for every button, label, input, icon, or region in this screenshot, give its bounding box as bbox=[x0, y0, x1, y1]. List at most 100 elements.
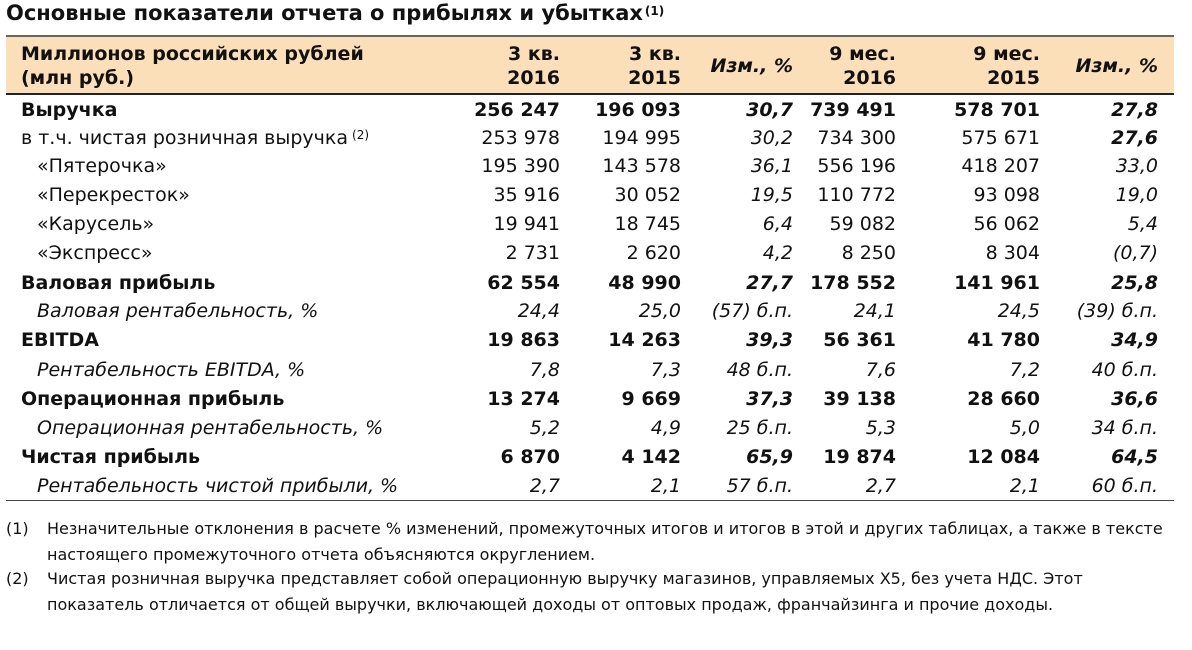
table-row-operating-profit: Операционная прибыль 13 274 9 669 37,3 3… bbox=[0, 385, 1192, 414]
header-divider bbox=[6, 93, 1174, 95]
cell-9m-2016: 19 874 bbox=[823, 446, 896, 468]
cell-q3-2016: 2,7 bbox=[529, 475, 560, 497]
cell-change-9m: 27,8 bbox=[1111, 99, 1158, 121]
cell-9m-2015: 578 701 bbox=[954, 99, 1040, 121]
cell-change-9m: 34,9 bbox=[1111, 329, 1158, 351]
header-q3-2015-line1: 3 кв. bbox=[629, 43, 681, 65]
row-label: Операционная рентабельность, % bbox=[37, 417, 384, 439]
cell-9m-2015: 141 961 bbox=[954, 272, 1040, 294]
cell-change-quarter: 37,3 bbox=[746, 388, 793, 410]
cell-9m-2016: 2,7 bbox=[865, 475, 896, 497]
header-label-line1: Миллионов российских рублей bbox=[21, 43, 364, 65]
cell-q3-2016: 7,8 bbox=[529, 359, 560, 381]
header-change-9m: Изм., % bbox=[1075, 55, 1158, 77]
cell-change-quarter: 6,4 bbox=[762, 213, 793, 235]
footnote-number: (1) bbox=[6, 519, 29, 538]
cell-q3-2016: 6 870 bbox=[500, 446, 561, 468]
cell-9m-2016: 39 138 bbox=[823, 388, 896, 410]
footnote-ref: (2) bbox=[352, 128, 370, 142]
cell-change-9m: 33,0 bbox=[1115, 155, 1158, 177]
cell-9m-2016: 5,3 bbox=[865, 417, 896, 439]
cell-9m-2016: 110 772 bbox=[817, 184, 896, 206]
cell-q3-2016: 195 390 bbox=[481, 155, 560, 177]
table-row-revenue: Выручка 256 247 196 093 30,7 739 491 578… bbox=[0, 96, 1192, 125]
table-row-gross-profit: Валовая прибыль 62 554 48 990 27,7 178 5… bbox=[0, 269, 1192, 298]
cell-q3-2015: 25,0 bbox=[638, 300, 681, 322]
cell-q3-2016: 24,4 bbox=[517, 300, 560, 322]
header-q3-2016-line2: 2016 bbox=[507, 67, 560, 89]
cell-q3-2016: 256 247 bbox=[474, 99, 560, 121]
cell-9m-2015: 2,1 bbox=[1009, 475, 1040, 497]
cell-change-9m: 19,0 bbox=[1115, 184, 1158, 206]
header-q3-2016-line1: 3 кв. bbox=[508, 43, 560, 65]
cell-change-quarter: 25 б.п. bbox=[726, 417, 793, 439]
cell-q3-2015: 4 142 bbox=[621, 446, 682, 468]
table-row-ebitda-margin: Рентабельность EBITDA, % 7,8 7,3 48 б.п.… bbox=[0, 356, 1192, 385]
footnote-text: Незначительные отклонения в расчете % из… bbox=[47, 519, 1163, 564]
cell-9m-2015: 418 207 bbox=[961, 155, 1040, 177]
cell-9m-2016: 59 082 bbox=[829, 213, 896, 235]
cell-q3-2016: 5,2 bbox=[529, 417, 560, 439]
cell-q3-2015: 196 093 bbox=[595, 99, 681, 121]
cell-9m-2015: 7,2 bbox=[1009, 359, 1040, 381]
page-title: Основные показатели отчета о прибылях и … bbox=[6, 0, 664, 26]
title-footnote-ref: (1) bbox=[644, 4, 665, 18]
cell-q3-2015: 4,9 bbox=[650, 417, 681, 439]
cell-9m-2016: 739 491 bbox=[810, 99, 896, 121]
header-q3-2015-line2: 2015 bbox=[628, 67, 681, 89]
cell-q3-2015: 30 052 bbox=[614, 184, 681, 206]
cell-change-9m: 25,8 bbox=[1111, 272, 1158, 294]
table-row-net-margin: Рентабельность чистой прибыли, % 2,7 2,1… bbox=[0, 472, 1192, 501]
row-label: EBITDA bbox=[21, 329, 99, 351]
cell-9m-2015: 41 780 bbox=[967, 329, 1040, 351]
cell-change-9m: 5,4 bbox=[1127, 213, 1158, 235]
row-label: Рентабельность EBITDA, % bbox=[37, 359, 306, 381]
row-label: Операционная прибыль bbox=[21, 388, 285, 410]
cell-q3-2016: 2 731 bbox=[505, 242, 560, 264]
cell-q3-2016: 13 274 bbox=[487, 388, 560, 410]
cell-change-quarter: 65,9 bbox=[746, 446, 793, 468]
cell-9m-2015: 93 098 bbox=[973, 184, 1040, 206]
cell-9m-2016: 7,6 bbox=[865, 359, 896, 381]
table-row-net-retail-sales: в т.ч. чистая розничная выручка (2) 253 9… bbox=[0, 124, 1192, 153]
cell-9m-2016: 24,1 bbox=[853, 300, 896, 322]
footnote-text: Чистая розничная выручка представляет со… bbox=[47, 569, 1083, 614]
title-text: Основные показатели отчета о прибылях и … bbox=[6, 1, 643, 25]
cell-change-9m: 27,6 bbox=[1111, 127, 1158, 149]
table-header-band bbox=[6, 35, 1174, 94]
cell-change-9m: 34 б.п. bbox=[1091, 417, 1158, 439]
cell-change-quarter: 27,7 bbox=[746, 272, 793, 294]
cell-q3-2016: 19 863 bbox=[487, 329, 560, 351]
row-label: Валовая рентабельность, % bbox=[37, 300, 319, 322]
cell-change-quarter: 30,2 bbox=[750, 127, 793, 149]
cell-q3-2015: 9 669 bbox=[621, 388, 682, 410]
table-row-net-profit: Чистая прибыль 6 870 4 142 65,9 19 874 1… bbox=[0, 443, 1192, 472]
cell-change-quarter: 36,1 bbox=[750, 155, 793, 177]
cell-change-quarter: 48 б.п. bbox=[726, 359, 793, 381]
cell-9m-2015: 24,5 bbox=[997, 300, 1040, 322]
cell-change-9m: (39) б.п. bbox=[1076, 300, 1158, 322]
cell-change-9m: 60 б.п. bbox=[1091, 475, 1158, 497]
table-row-perekrestok: «Перекресток» 35 916 30 052 19,5 110 772… bbox=[0, 181, 1192, 210]
row-label: «Перекресток» bbox=[37, 184, 190, 206]
cell-change-quarter: 30,7 bbox=[746, 99, 793, 121]
row-label: «Пятерочка» bbox=[37, 155, 167, 177]
cell-9m-2015: 56 062 bbox=[973, 213, 1040, 235]
row-label: Валовая прибыль bbox=[21, 272, 216, 294]
cell-9m-2016: 556 196 bbox=[817, 155, 896, 177]
row-label-text: в т.ч. чистая розничная выручка bbox=[21, 127, 349, 149]
cell-9m-2015: 12 084 bbox=[967, 446, 1040, 468]
cell-9m-2015: 8 304 bbox=[985, 242, 1040, 264]
cell-q3-2015: 7,3 bbox=[650, 359, 681, 381]
header-9m-2016-line1: 9 мес. bbox=[829, 43, 896, 65]
footnote-number: (2) bbox=[6, 569, 29, 588]
cell-q3-2015: 14 263 bbox=[608, 329, 681, 351]
cell-9m-2015: 5,0 bbox=[1009, 417, 1040, 439]
cell-9m-2015: 575 671 bbox=[961, 127, 1040, 149]
row-label: в т.ч. чистая розничная выручка (2) bbox=[21, 124, 369, 153]
row-label: Чистая прибыль bbox=[21, 446, 200, 468]
table-row-ebitda: EBITDA 19 863 14 263 39,3 56 361 41 780 … bbox=[0, 326, 1192, 355]
cell-q3-2016: 62 554 bbox=[487, 272, 560, 294]
cell-9m-2016: 8 250 bbox=[841, 242, 896, 264]
table-row-express: «Экспресс» 2 731 2 620 4,2 8 250 8 304 (… bbox=[0, 239, 1192, 268]
